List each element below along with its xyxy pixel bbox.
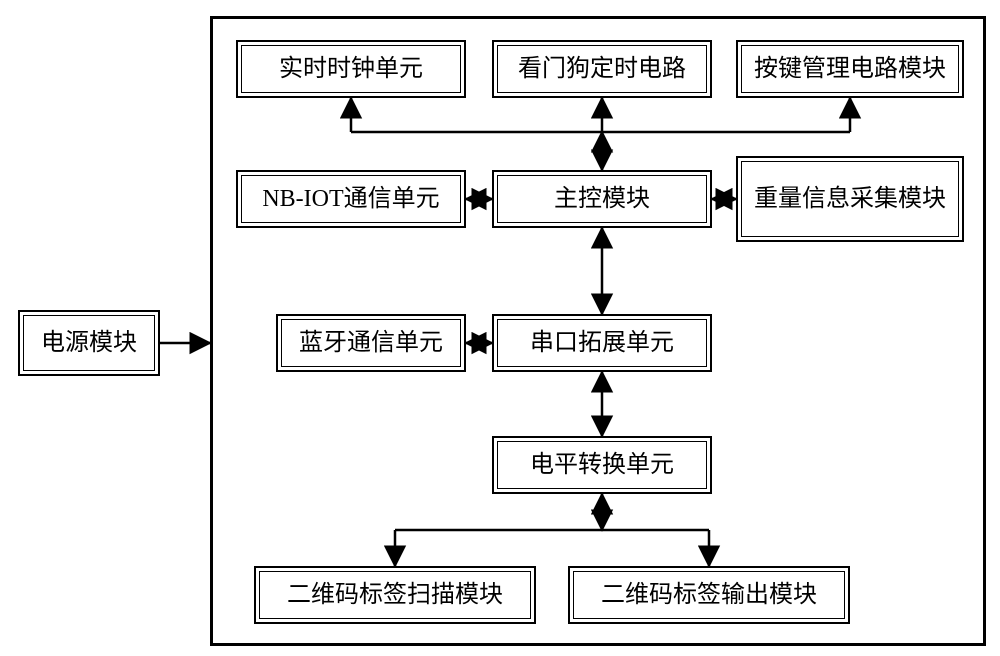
label-bluetooth: 蓝牙通信单元: [299, 328, 443, 358]
label-rtc: 实时时钟单元: [279, 54, 423, 84]
label-nbiot: NB-IOT通信单元: [262, 184, 439, 214]
label-power: 电源模块: [41, 328, 137, 358]
node-uart: 串口拓展单元: [492, 314, 712, 372]
node-mcu: 主控模块: [492, 170, 712, 228]
label-qr-scan: 二维码标签扫描模块: [287, 580, 503, 610]
node-power: 电源模块: [18, 310, 160, 376]
node-watchdog: 看门狗定时电路: [492, 40, 712, 98]
node-qr-scan: 二维码标签扫描模块: [254, 566, 536, 624]
label-mcu: 主控模块: [554, 184, 650, 214]
label-qr-out: 二维码标签输出模块: [601, 580, 817, 610]
label-level: 电平转换单元: [530, 450, 674, 480]
node-weight: 重量信息采集模块: [736, 156, 964, 242]
node-nbiot: NB-IOT通信单元: [236, 170, 466, 228]
node-bluetooth: 蓝牙通信单元: [276, 314, 466, 372]
node-rtc: 实时时钟单元: [236, 40, 466, 98]
node-level: 电平转换单元: [492, 436, 712, 494]
diagram-canvas: 电源模块 实时时钟单元 看门狗定时电路 按键管理电路模块 NB-IOT通信单元 …: [0, 0, 1000, 656]
label-weight: 重量信息采集模块: [754, 184, 946, 214]
label-uart: 串口拓展单元: [530, 328, 674, 358]
label-watchdog: 看门狗定时电路: [518, 54, 686, 84]
label-keypad: 按键管理电路模块: [754, 54, 946, 84]
node-keypad: 按键管理电路模块: [736, 40, 964, 98]
node-qr-out: 二维码标签输出模块: [568, 566, 850, 624]
